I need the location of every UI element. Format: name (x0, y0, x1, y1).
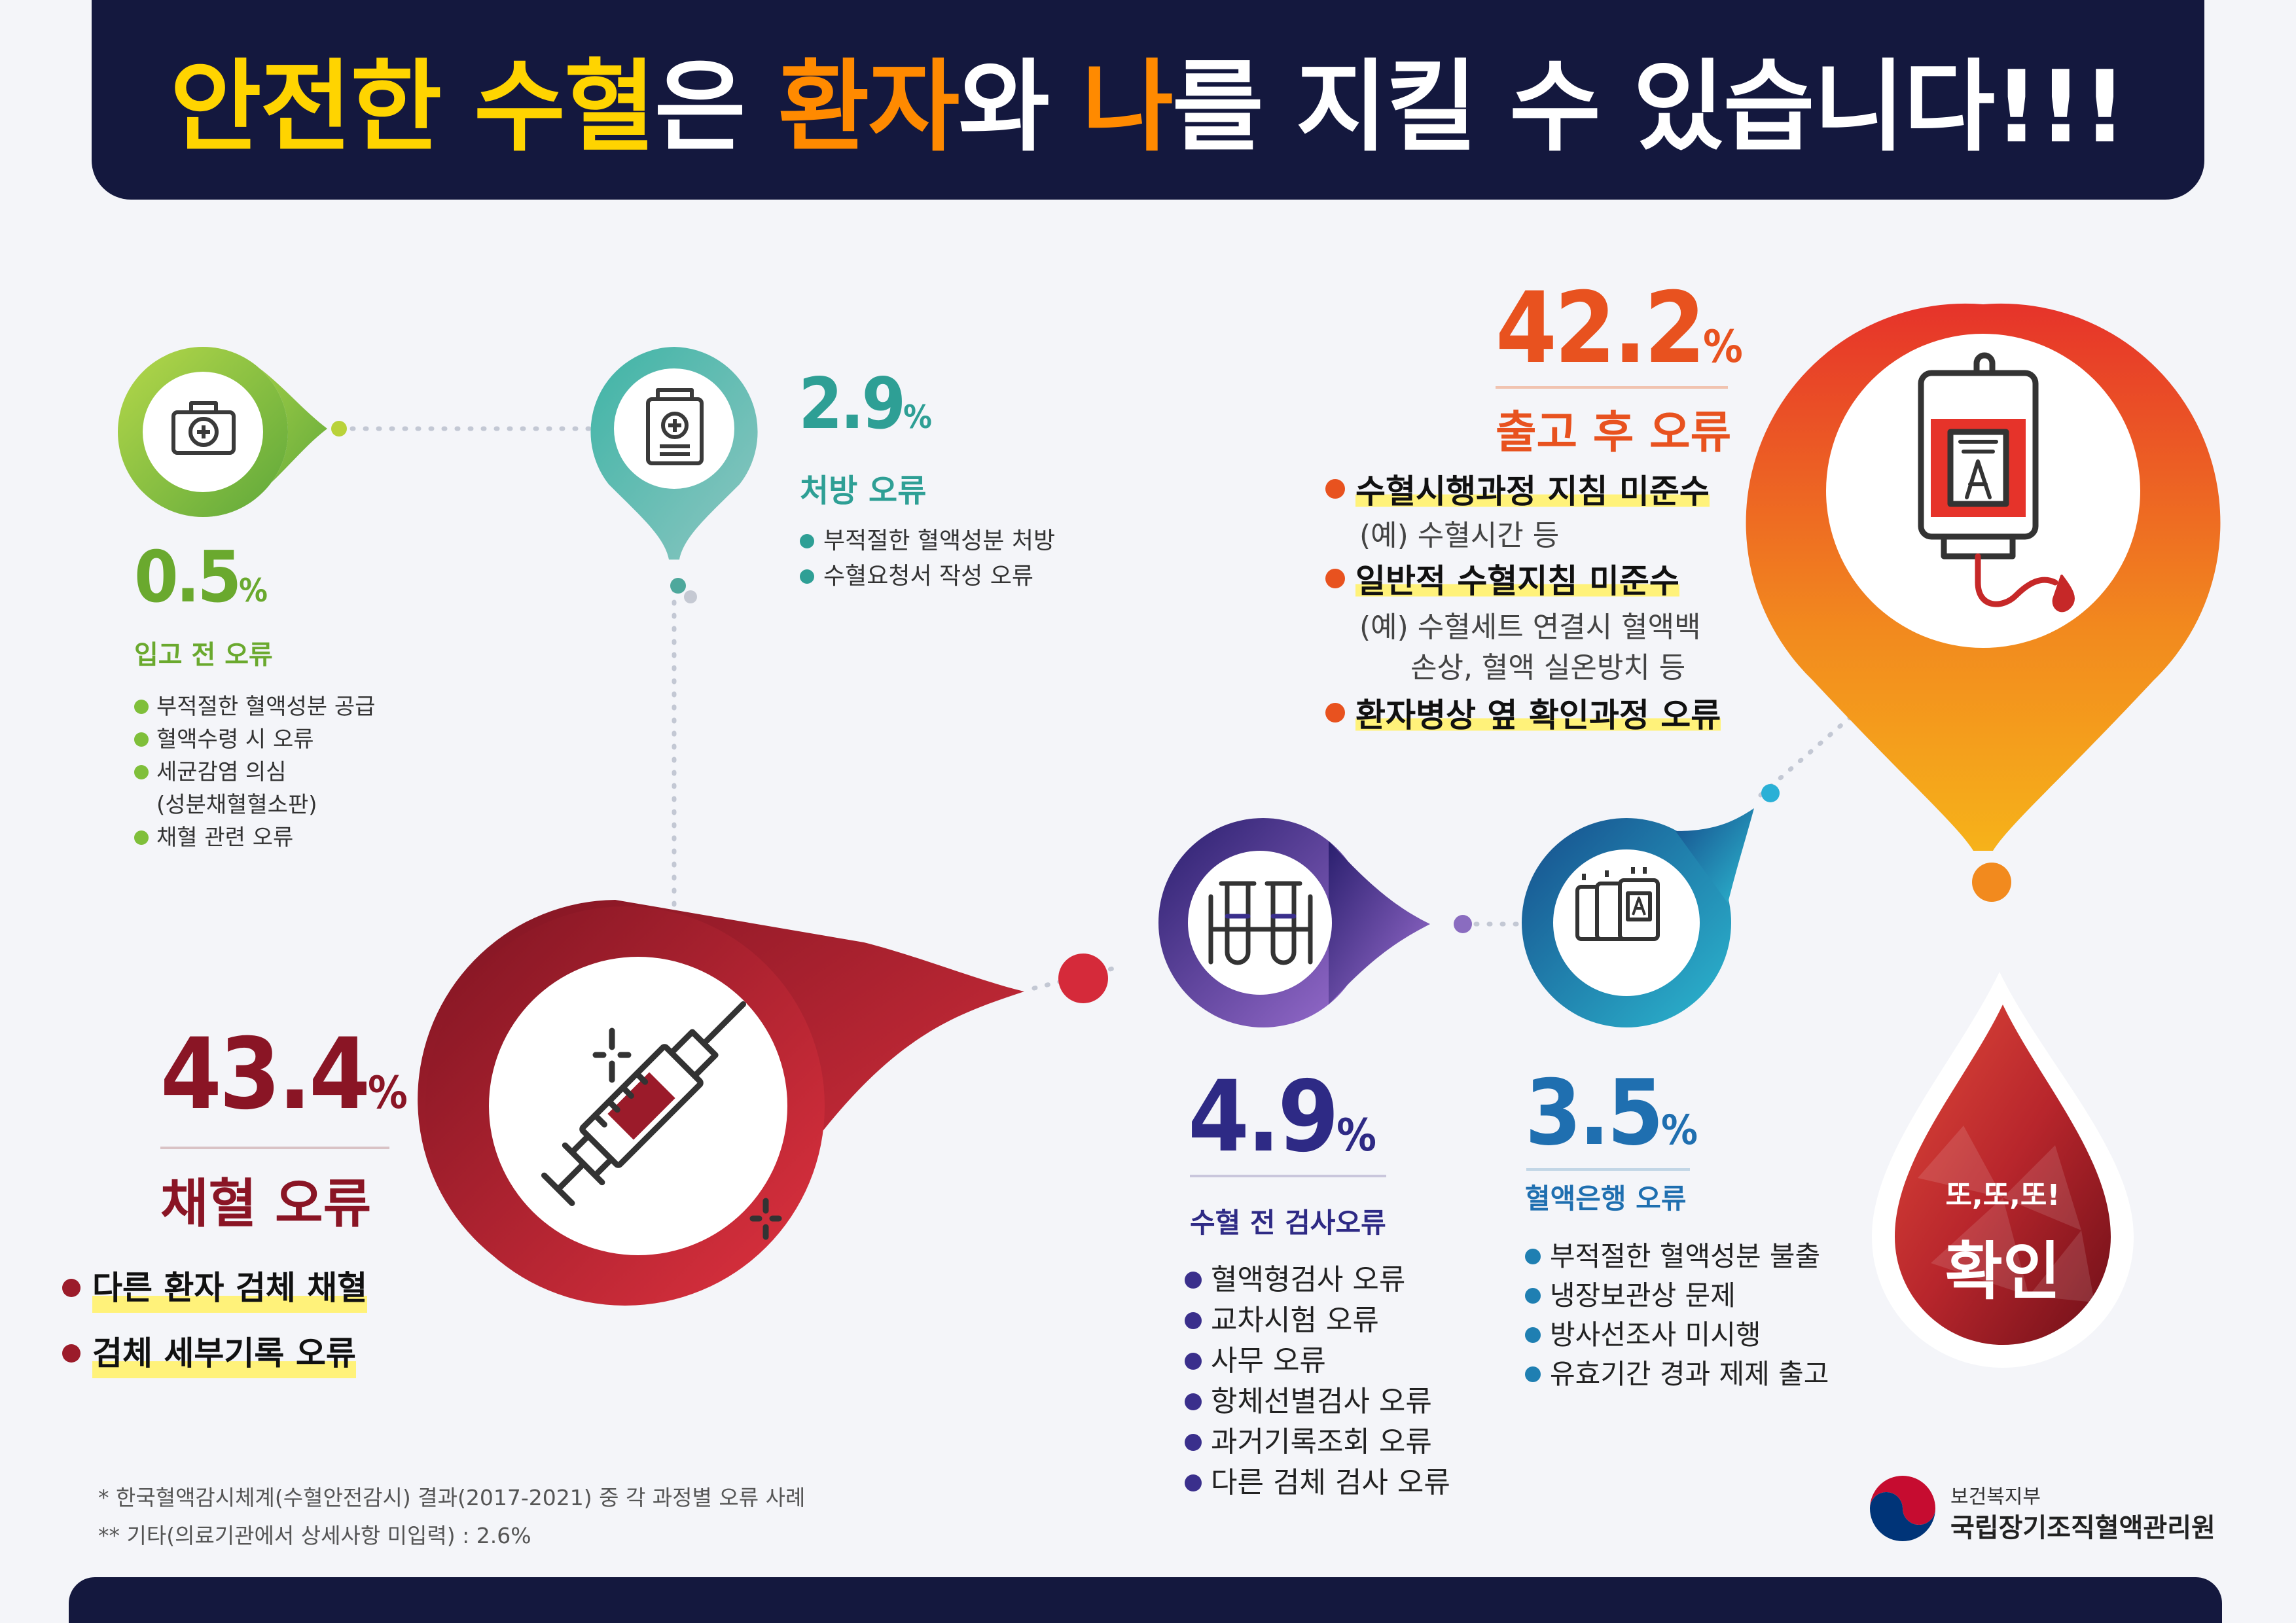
bloodbank-percent: 3.5% (1525, 1060, 1698, 1166)
pretest-list: 혈액형검사 오류 교차시험 오류 사무 오류 항체선별검사 오류 과거기록조회 … (1185, 1260, 1450, 1503)
list-item: 과거기록조회 오류 (1185, 1422, 1450, 1463)
list-item: 수혈요청서 작성 오류 (800, 559, 1055, 594)
agency-name: 국립장기조직혈액관리원 (1950, 1513, 2215, 1543)
divider (1526, 1168, 1690, 1171)
bullet-drop-icon (134, 830, 149, 845)
collection-percent: 43.4% (160, 1018, 408, 1132)
bullet-drop-icon (134, 732, 149, 747)
pre-receipt-category: 입고 전 오류 (134, 640, 273, 670)
footer-bar (69, 1577, 2222, 1623)
post-release-percent: 42.2% (1496, 272, 1743, 385)
bullet-drop-icon (1325, 703, 1345, 722)
footnote-other: ** 기타(의료기관에서 상세사항 미입력) : 2.6% (98, 1523, 531, 1548)
bullet-drop-icon (62, 1344, 81, 1363)
bullet-drop-icon (1185, 1312, 1202, 1329)
list-item: 환자병상 옆 확인과정 오류 (1325, 689, 1784, 736)
list-item: 채혈 관련 오류 (134, 821, 375, 854)
list-item-note: (예) 수혈시간 등 (1359, 519, 1560, 552)
list-item: 검체 세부기록 오류 (62, 1321, 367, 1386)
bloodbank-list: 부적절한 혈액성분 불출 냉장보관상 문제 방사선조사 미시행 유효기간 경과 … (1525, 1237, 1829, 1394)
list-item: 일반적 수혈지침 미준수 (1325, 554, 1784, 603)
pretest-category: 수혈 전 검사오류 (1190, 1207, 1386, 1239)
bullet-drop-icon (800, 534, 814, 548)
prescription-category: 처방 오류 (800, 473, 927, 509)
bullet-drop-icon (1185, 1434, 1202, 1451)
confirm-text: 확인 (1945, 1235, 2061, 1308)
bullet-drop-icon (1525, 1327, 1541, 1343)
list-item: 사무 오류 (1185, 1341, 1450, 1382)
bullet-drop-icon (1525, 1288, 1541, 1304)
collection-pin (418, 900, 1108, 1306)
test-tubes-icon (1208, 881, 1313, 965)
list-item: 부적절한 혈액성분 공급 (134, 690, 375, 723)
bullet-drop-icon (1325, 479, 1345, 499)
bullet-drop-icon (1525, 1249, 1541, 1264)
bullet-drop-icon (1185, 1272, 1202, 1289)
bullet-drop-icon (1185, 1393, 1202, 1410)
list-item: 혈액수령 시 오류 (134, 723, 375, 756)
divider (1190, 1175, 1386, 1177)
medical-kit-icon (171, 401, 236, 455)
list-item: 부적절한 혈액성분 처방 (800, 524, 1055, 559)
bullet-drop-icon (134, 765, 149, 779)
list-item: 교차시험 오류 (1185, 1300, 1450, 1341)
collection-category: 채혈 오류 (160, 1173, 372, 1234)
post-release-category: 출고 후 오류 (1496, 407, 1732, 459)
government-logo (1870, 1476, 1935, 1541)
list-item: 방사선조사 미시행 (1525, 1315, 1829, 1355)
list-item: (성분채혈혈소판) (156, 792, 317, 818)
pre-receipt-percent: 0.5% (134, 537, 268, 618)
divider (160, 1147, 389, 1149)
pretest-pin (1158, 818, 1472, 1027)
list-item: 부적절한 혈액성분 불출 (1525, 1237, 1829, 1276)
ministry-name: 보건복지부 (1950, 1486, 2041, 1508)
pretest-percent: 4.9% (1188, 1060, 1376, 1174)
bullet-drop-icon (62, 1279, 81, 1297)
medical-record-icon (646, 388, 704, 465)
bullet-drop-icon (800, 569, 814, 584)
prescription-list: 부적절한 혈액성분 처방 수혈요청서 작성 오류 (800, 524, 1055, 594)
bloodbank-category: 혈액은행 오류 (1525, 1183, 1687, 1215)
list-item: 다른 환자 검체 채혈 (62, 1255, 368, 1321)
confirm-repeat-text: 또,또,또! (1945, 1179, 2060, 1212)
bullet-drop-icon (134, 700, 149, 714)
collection-list: 다른 환자 검체 채혈 검체 세부기록 오류 (62, 1255, 368, 1386)
list-item: 항체선별검사 오류 (1185, 1382, 1450, 1422)
prescription-pin (590, 347, 758, 603)
post-release-list: 수혈시행과정 지침 미준수 (예) 수혈시간 등 일반적 수혈지침 미준수 (예… (1325, 465, 1784, 736)
list-item: 혈액형검사 오류 (1185, 1260, 1450, 1300)
list-item: 수혈시행과정 지침 미준수 (1325, 465, 1784, 512)
pre-receipt-list: 부적절한 혈액성분 공급 혈액수령 시 오류 세균감염 의심 (성분채혈혈소판)… (134, 690, 375, 854)
bullet-drop-icon (1185, 1474, 1202, 1491)
blood-bags-icon (1575, 867, 1660, 941)
title-banner (92, 0, 2204, 200)
prescription-percent: 2.9% (798, 363, 932, 445)
list-item-note: (예) 수혈세트 연결시 혈액백 (1359, 611, 1701, 644)
confirm-drop (1872, 972, 2134, 1368)
page-title: 안전한 수혈은 환자와 나를 지킬 수 있습니다!!! (170, 49, 2128, 165)
bullet-drop-icon (1525, 1366, 1541, 1382)
bullet-drop-icon (1185, 1353, 1202, 1370)
blood-bag-icon (1918, 352, 2075, 613)
list-item: 냉장보관상 문제 (1525, 1276, 1829, 1315)
list-item: 세균감염 의심 (134, 756, 375, 789)
list-item: 유효기간 경과 제제 출고 (1525, 1355, 1829, 1394)
footnote-source: * 한국혈액감시체계(수혈안전감시) 결과(2017-2021) 중 각 과정별… (98, 1485, 806, 1510)
list-item: 다른 검체 검사 오류 (1185, 1463, 1450, 1503)
bullet-drop-icon (1325, 569, 1345, 588)
syringe-icon (541, 1001, 782, 1240)
list-item-note: 손상, 혈액 실온방치 등 (1410, 651, 1686, 685)
divider (1496, 386, 1728, 389)
